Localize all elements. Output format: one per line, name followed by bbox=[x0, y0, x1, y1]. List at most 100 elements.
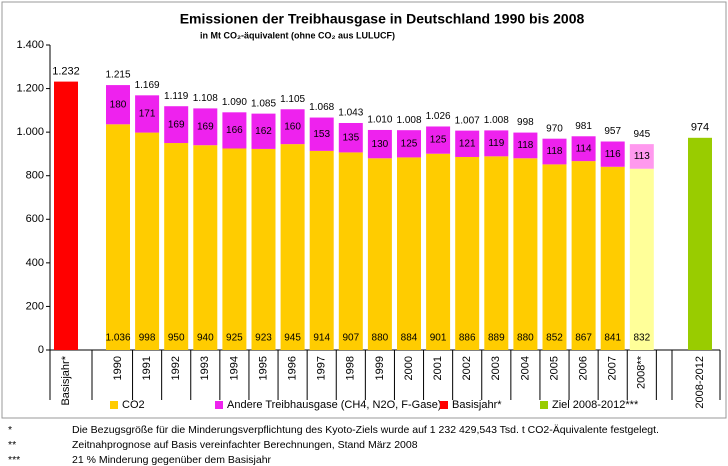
bar-segment bbox=[600, 141, 625, 167]
footnote-mark: ** bbox=[8, 439, 16, 451]
bar-segment bbox=[222, 148, 247, 350]
x-tick-label: 2006 bbox=[578, 356, 590, 380]
bar-segment bbox=[338, 152, 363, 350]
data-label: 925 bbox=[226, 333, 243, 344]
x-tick-label: 2000 bbox=[403, 356, 415, 380]
total-label: 1.068 bbox=[309, 102, 334, 113]
legend-label: Ziel 2008-2012*** bbox=[552, 399, 639, 411]
bar-segment bbox=[193, 108, 218, 146]
x-tick-label: 2003 bbox=[490, 356, 502, 380]
bar-segment bbox=[542, 138, 567, 165]
total-label: 1.008 bbox=[484, 115, 509, 126]
x-tick-label: 1992 bbox=[170, 356, 182, 380]
data-label: 114 bbox=[576, 143, 592, 154]
bar-segment bbox=[251, 113, 276, 149]
x-tick-label: 2005 bbox=[548, 356, 560, 380]
data-label: 923 bbox=[255, 333, 272, 344]
data-label: 867 bbox=[575, 333, 592, 344]
data-label: 907 bbox=[342, 333, 359, 344]
bar-segment bbox=[426, 126, 451, 154]
footnote-text: Zeitnahprognose auf Basis vereinfachter … bbox=[72, 439, 418, 451]
data-label: 832 bbox=[633, 333, 650, 344]
total-label: 945 bbox=[633, 129, 650, 140]
bar-segment bbox=[251, 148, 276, 350]
bar-segment bbox=[513, 158, 538, 350]
data-label: 160 bbox=[284, 121, 301, 132]
data-label: 171 bbox=[139, 109, 156, 120]
bar-segment bbox=[484, 130, 509, 157]
bar-segment bbox=[106, 85, 130, 125]
footnote-mark: * bbox=[8, 424, 12, 436]
y-tick-label: 600 bbox=[26, 213, 44, 225]
data-label: 880 bbox=[372, 333, 389, 344]
chart-title: Emissionen der Treibhausgase in Deutschl… bbox=[180, 11, 585, 27]
x-tick-label: 1997 bbox=[316, 356, 328, 380]
bar-segment bbox=[455, 130, 480, 157]
total-label: 1.026 bbox=[426, 111, 451, 122]
data-label: 113 bbox=[634, 151, 650, 162]
bar-segment bbox=[164, 106, 189, 144]
x-tick-label: 1995 bbox=[257, 356, 269, 380]
legend-label: Andere Treibhausgase (CH4, N2O, F-Gase) bbox=[227, 399, 442, 411]
data-label: 118 bbox=[547, 146, 563, 157]
bar-segment bbox=[542, 164, 567, 350]
total-label: 1.043 bbox=[338, 108, 363, 119]
legend-swatch bbox=[440, 401, 448, 409]
data-label: 841 bbox=[604, 333, 621, 344]
total-label: 1.085 bbox=[251, 98, 276, 109]
data-label: 162 bbox=[255, 126, 272, 137]
legend-swatch bbox=[110, 401, 118, 409]
data-label: 119 bbox=[488, 138, 504, 149]
bar-segment bbox=[600, 166, 625, 350]
data-label: 121 bbox=[459, 138, 476, 149]
bar-segment bbox=[367, 158, 392, 350]
data-label: 901 bbox=[430, 333, 447, 344]
total-label: 1.008 bbox=[396, 115, 421, 126]
x-tick-label: 1991 bbox=[141, 356, 153, 380]
bar-segment bbox=[367, 129, 392, 159]
data-label: 889 bbox=[488, 333, 505, 344]
bar-segment bbox=[455, 156, 480, 350]
bar-segment bbox=[193, 145, 218, 350]
total-label: 1.090 bbox=[222, 97, 247, 108]
data-label: 166 bbox=[226, 125, 243, 136]
bar-segment bbox=[571, 136, 596, 162]
bar-segment bbox=[571, 161, 596, 350]
x-tick-label: 1996 bbox=[287, 356, 299, 380]
bar-segment bbox=[484, 156, 509, 350]
data-label: 135 bbox=[342, 132, 359, 143]
y-tick-label: 200 bbox=[26, 300, 44, 312]
data-label: 130 bbox=[372, 139, 389, 150]
total-label: 1.108 bbox=[193, 93, 218, 104]
total-label: 1.105 bbox=[280, 94, 305, 105]
bar-segment bbox=[309, 117, 334, 151]
y-tick-label: 1.000 bbox=[16, 126, 44, 138]
bar-segment bbox=[338, 122, 363, 153]
x-tick-label: 1994 bbox=[228, 356, 240, 380]
x-tick-label: 2008-2012 bbox=[694, 356, 706, 409]
bar-segment bbox=[106, 124, 130, 350]
y-tick-label: 0 bbox=[38, 344, 44, 356]
data-label: 180 bbox=[110, 99, 127, 110]
total-label: 1.119 bbox=[164, 91, 189, 102]
x-tick-label: Basisjahr* bbox=[60, 355, 72, 405]
x-tick-label: 1990 bbox=[112, 356, 124, 380]
data-label: 169 bbox=[168, 119, 185, 130]
bar-segment bbox=[54, 81, 78, 350]
data-label: 884 bbox=[401, 333, 418, 344]
data-label: 880 bbox=[517, 333, 534, 344]
data-label: 1.036 bbox=[105, 333, 130, 344]
total-label: 1.010 bbox=[367, 115, 392, 126]
x-tick-label: 2001 bbox=[432, 356, 444, 380]
total-label: 1.007 bbox=[455, 115, 480, 126]
bar-segment bbox=[629, 144, 654, 169]
data-label: 116 bbox=[605, 149, 621, 160]
y-tick-label: 400 bbox=[26, 257, 44, 269]
bar-segment bbox=[629, 168, 654, 350]
total-label: 1.215 bbox=[105, 70, 130, 81]
total-label: 981 bbox=[575, 121, 592, 132]
legend-swatch bbox=[540, 401, 548, 409]
data-label: 914 bbox=[313, 333, 330, 344]
data-label: 974 bbox=[691, 122, 709, 134]
bar-segment bbox=[513, 132, 538, 159]
